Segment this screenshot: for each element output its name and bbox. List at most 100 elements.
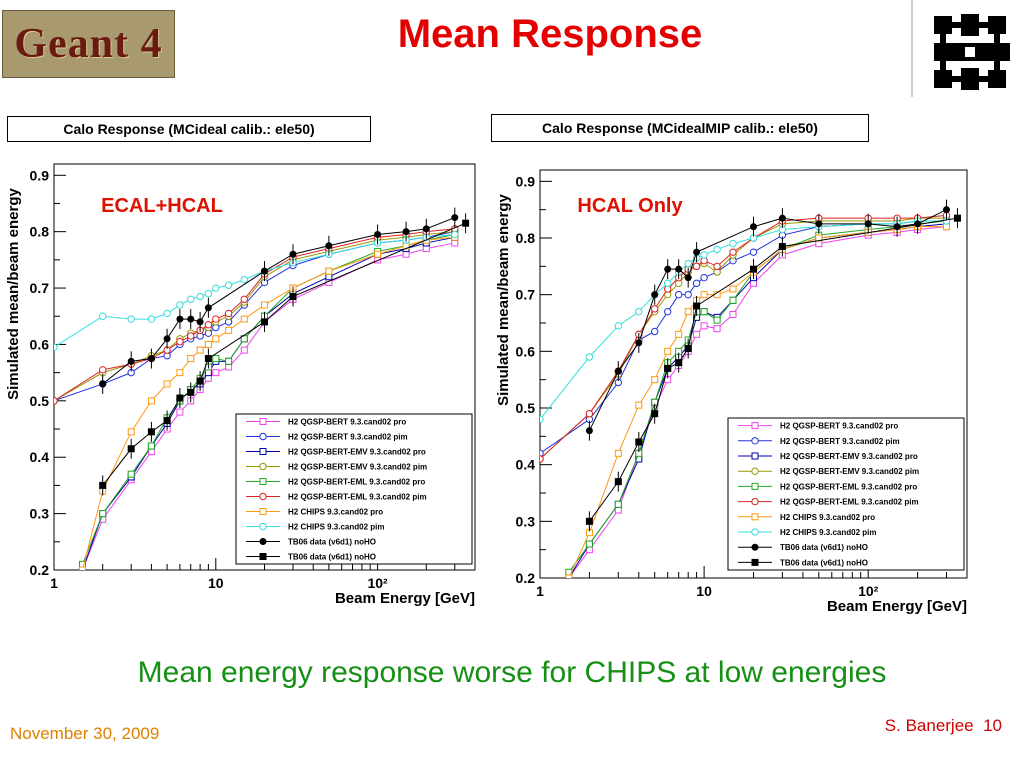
legend-label: TB06 data (v6d1) noHO	[780, 543, 868, 552]
data-point	[259, 553, 267, 560]
data-point	[212, 355, 220, 363]
y-axis-label: Simulated mean/beam energy	[495, 193, 512, 405]
data-point	[751, 467, 759, 475]
y-tick-label: 0.2	[30, 562, 50, 578]
header-divider	[911, 0, 913, 97]
data-point	[692, 262, 701, 271]
legend-label: H2 QGSP-BERT 9.3.cand02 pim	[780, 437, 900, 446]
data-point	[196, 346, 204, 354]
y-tick-label: 0.6	[30, 336, 50, 352]
data-point	[212, 335, 220, 343]
data-point	[204, 289, 213, 298]
data-point	[176, 369, 184, 377]
slide-author: S. Banerjee 10	[885, 716, 1002, 736]
data-point	[614, 500, 622, 508]
data-point	[204, 340, 212, 348]
data-point	[635, 401, 643, 409]
data-point	[99, 510, 107, 518]
data-point	[259, 462, 267, 471]
legend-label: H2 CHIPS 9.3.cand02 pro	[780, 513, 875, 522]
y-tick-label: 0.3	[516, 513, 536, 529]
legend: H2 QGSP-BERT 9.3.cand02 pro H2 QGSP-BERT …	[727, 417, 965, 571]
y-tick-label: 0.3	[30, 506, 50, 522]
data-point	[422, 245, 430, 253]
data-point	[176, 408, 184, 416]
data-point	[713, 262, 721, 271]
data-point	[259, 508, 267, 515]
data-point	[224, 281, 233, 289]
data-point	[751, 422, 759, 430]
data-point	[585, 540, 593, 548]
x-tick-label: 1	[536, 583, 544, 599]
x-axis-label: Beam Energy [GeV]	[827, 598, 967, 615]
data-point	[240, 315, 248, 323]
data-point	[163, 309, 171, 318]
author-name: S. Banerjee	[884, 716, 974, 735]
legend-label: H2 CHIPS 9.3.cand02 pim	[780, 528, 876, 537]
data-point	[700, 322, 708, 330]
legend-label: H2 QGSP-BERT-EMV 9.3.cand02 pim	[288, 463, 427, 472]
data-point	[78, 566, 86, 570]
legend-label: H2 CHIPS 9.3.cand02 pro	[288, 508, 383, 517]
data-point	[651, 327, 659, 336]
data-point	[325, 267, 333, 275]
y-tick-label: 0.5	[30, 393, 50, 409]
series-group	[540, 199, 961, 578]
data-point	[54, 397, 58, 405]
legend-label: H2 QGSP-BERT-EML 9.3.cand02 pro	[780, 482, 917, 491]
data-point	[751, 482, 759, 490]
x-axis-label: Beam Energy [GeV]	[335, 590, 475, 607]
legend-label: H2 QGSP-BERT-EMV 9.3.cand02 pim	[780, 467, 919, 476]
series-markers	[585, 199, 950, 441]
data-point	[54, 343, 58, 351]
data-point	[204, 321, 213, 329]
data-point	[261, 301, 268, 309]
data-point	[663, 279, 672, 288]
y-tick-label: 0.6	[516, 343, 536, 359]
data-point	[259, 538, 267, 545]
data-point	[684, 290, 692, 299]
data-point	[176, 337, 184, 346]
data-point	[225, 357, 233, 365]
data-point	[749, 248, 758, 256]
data-point	[225, 363, 233, 371]
data-point	[240, 295, 248, 304]
y-tick-label: 0.4	[516, 457, 536, 473]
data-point	[614, 449, 622, 457]
data-point	[176, 301, 184, 309]
data-point	[700, 308, 708, 316]
data-point	[684, 308, 692, 316]
data-point	[259, 492, 267, 501]
series-markers	[99, 207, 459, 394]
legend-label: H2 QGSP-BERT 9.3.cand02 pro	[288, 418, 406, 427]
data-point	[187, 355, 195, 363]
data-point	[750, 279, 757, 287]
data-point	[585, 409, 594, 418]
y-tick-label: 0.5	[516, 400, 536, 416]
data-point	[751, 497, 759, 506]
y-tick-label: 0.8	[516, 230, 536, 246]
left-chart-title: Calo Response (MCideal calib.: ele50)	[7, 116, 371, 142]
geant4-logo-text: Geant 4	[14, 21, 163, 67]
data-point	[729, 311, 737, 318]
series-group	[54, 207, 470, 570]
data-point	[127, 428, 135, 436]
y-tick-label: 0.7	[30, 280, 50, 296]
data-point	[729, 248, 737, 256]
data-point	[729, 239, 737, 248]
series-markers	[99, 213, 470, 496]
legend-box	[727, 417, 965, 571]
legend-label: TB06 data (v6d1) noHO	[780, 558, 868, 567]
legend-label: H2 QGSP-BERT-EML 9.3.cand02 pim	[780, 498, 919, 507]
legend-label: TB06 data (v6d1) noHO	[288, 538, 376, 547]
data-point	[751, 558, 759, 566]
data-point	[700, 251, 708, 259]
data-point	[402, 250, 410, 258]
data-point	[325, 273, 333, 281]
data-point	[240, 346, 248, 354]
data-point	[540, 415, 544, 424]
data-point	[635, 307, 643, 316]
right-chart-title: Calo Response (MCidealMIP calib.: ele50)	[491, 114, 869, 142]
